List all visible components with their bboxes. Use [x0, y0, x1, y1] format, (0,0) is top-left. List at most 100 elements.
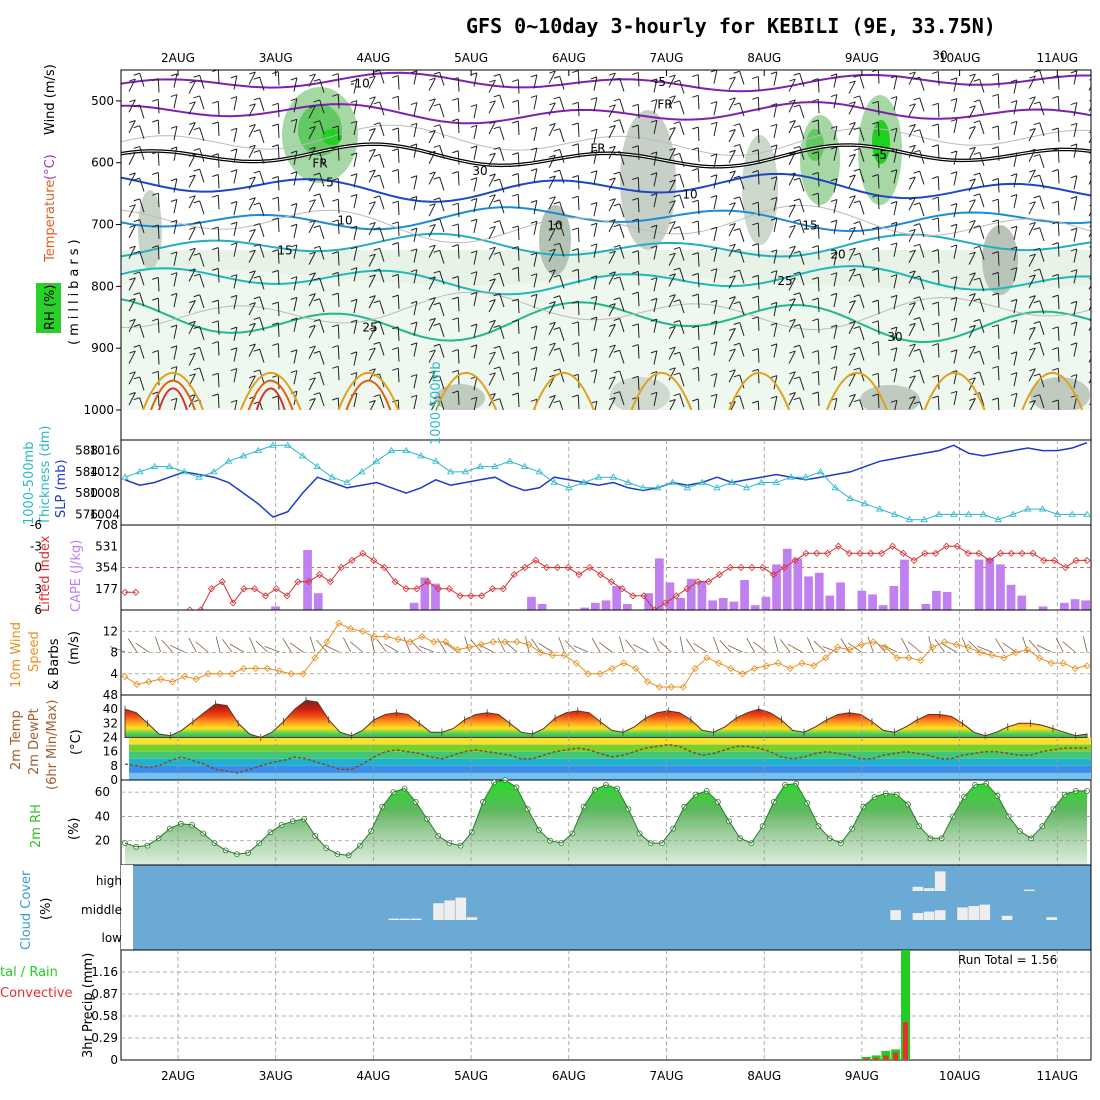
wind-barb — [473, 324, 478, 338]
thickness-point — [150, 462, 159, 469]
wind-barb — [397, 399, 400, 410]
wind-barb-flag — [452, 349, 459, 353]
wind-barb — [248, 103, 256, 117]
wind-barb — [968, 251, 976, 265]
surface-barb — [127, 638, 138, 653]
wind-barb-flag — [410, 102, 418, 106]
wind-barb-flag — [290, 349, 298, 353]
wind-barb — [697, 74, 700, 89]
wind-barb-flag — [733, 196, 740, 200]
wind-barb-flag — [872, 393, 879, 397]
wind-barb-flag — [793, 198, 800, 202]
wind-barb-flag — [170, 324, 178, 328]
wind-barb-flag — [710, 153, 718, 157]
surface-barb — [942, 643, 957, 653]
wind-barb-flag — [932, 374, 939, 378]
li-point — [445, 585, 453, 593]
wind-barb — [199, 75, 205, 89]
wind-barb-flag — [369, 400, 376, 404]
wind-barb-flag — [1029, 326, 1036, 330]
wind-barb — [488, 173, 496, 187]
wind-barb — [968, 126, 976, 140]
wind-barb — [637, 198, 640, 213]
li-point — [661, 599, 670, 607]
wind-barb-flag — [313, 298, 320, 302]
surface-barb — [867, 636, 874, 653]
wind-barb — [413, 102, 418, 117]
wind-barb-flag — [1070, 269, 1078, 273]
chart-title: GFS 0~10day 3-hourly for KEBILI (9E, 33.… — [466, 14, 996, 38]
wind-barb-flag — [193, 326, 200, 329]
wind-barb-flag — [752, 316, 759, 320]
wind-barb — [517, 299, 520, 314]
wind-barb-flag — [853, 252, 860, 256]
wind-barb-flag — [350, 246, 358, 250]
wind-barb — [1039, 268, 1045, 283]
wind-barb — [248, 71, 256, 85]
wind-barb — [593, 317, 598, 331]
wind-barb — [697, 220, 700, 235]
wind-barb-flag — [170, 397, 178, 401]
wind-barb-flag — [129, 298, 136, 302]
wind-barb-flag — [872, 226, 879, 230]
wind-barb — [428, 151, 436, 164]
wind-barb-flag — [249, 375, 256, 379]
wind-barb — [428, 203, 436, 217]
wind-barb — [593, 170, 598, 185]
contour-label: 10 — [682, 188, 697, 202]
wind-barb-flag — [253, 317, 260, 320]
li-point — [1061, 563, 1069, 572]
wind-barb-flag — [849, 122, 856, 126]
wind-barb-flag — [313, 371, 320, 375]
wind-barb-flag — [152, 98, 159, 102]
wind-barb-flag — [1033, 373, 1040, 377]
wind-barb — [1013, 299, 1018, 314]
wind-barb — [788, 204, 796, 218]
wind-barb-flag — [212, 372, 219, 376]
warm-contour — [247, 379, 294, 410]
cape-label: CAPE (J/kg) — [69, 540, 84, 612]
wind-barb — [548, 228, 556, 242]
warm-contour — [150, 379, 196, 410]
wind-barb-flag — [433, 375, 440, 379]
wind-barb — [877, 373, 880, 388]
wind-barb-flag — [669, 273, 676, 277]
wind-barb — [817, 371, 820, 386]
wind-point — [608, 664, 616, 673]
wind-barb — [1039, 154, 1045, 168]
wind-barb-flag — [1029, 274, 1036, 278]
wind-barb-flag — [950, 296, 958, 300]
wind-barb-flag — [770, 144, 778, 148]
wind-barb-flag — [710, 320, 718, 324]
wind-barb — [893, 75, 898, 90]
wind-barb — [248, 176, 256, 190]
wind-barb-flag — [793, 219, 800, 223]
wind-barb — [679, 173, 685, 188]
wind-barb-flag — [830, 251, 838, 255]
wind-barb — [593, 275, 598, 290]
wind-barb — [1088, 325, 1091, 332]
wind-barb-flag — [710, 195, 718, 198]
cloud-left-gap — [121, 865, 133, 950]
wind-barb-flag — [950, 98, 958, 102]
wind-barb-flag — [849, 80, 856, 84]
wind-barb-flag — [849, 247, 856, 251]
wind-barb — [848, 195, 856, 209]
wind-barb-flag — [272, 196, 279, 200]
wind-barb-flag — [590, 97, 598, 101]
wind-barb-flag — [493, 73, 500, 77]
wind-barb — [548, 395, 556, 409]
wind-barb-flag — [152, 245, 159, 249]
surface-barb — [727, 645, 743, 653]
wind-barb-flag — [950, 317, 958, 321]
cape-bar — [1070, 599, 1080, 610]
wind-barb-flag — [392, 367, 399, 371]
wind-point — [1000, 654, 1008, 662]
wind-barb-flag — [890, 294, 898, 298]
wind-barb — [653, 99, 658, 114]
wind-barb-flag — [373, 195, 380, 199]
wind-barb-flag — [969, 146, 976, 150]
wind-barb — [1057, 295, 1060, 310]
wind-barb-flag — [673, 393, 680, 397]
